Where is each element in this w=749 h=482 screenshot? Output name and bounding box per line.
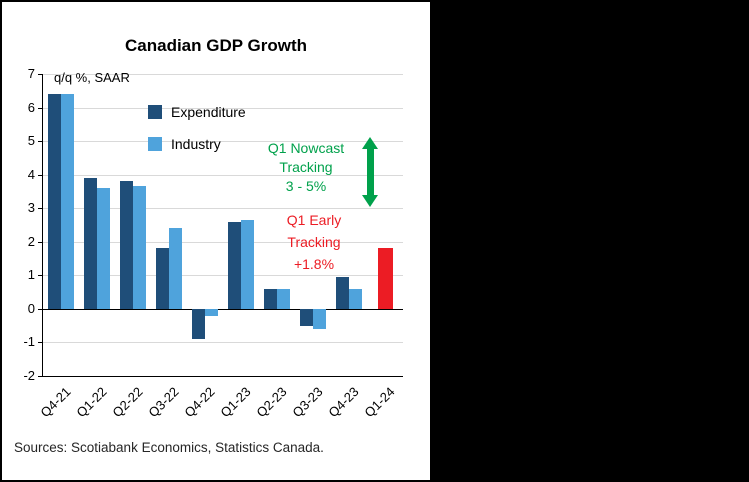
bar-expenditure-q4-22 <box>192 308 205 340</box>
zero-axis-line <box>43 308 403 311</box>
bar-industry-q2-23 <box>277 288 290 309</box>
y-tick-mark <box>38 141 43 143</box>
gridline <box>43 275 403 277</box>
gridline <box>43 107 403 109</box>
y-tick-mark <box>38 275 43 277</box>
early-tracking-annotation-line3: +1.8% <box>293 256 335 272</box>
bar-expenditure-q1-23 <box>228 221 241 309</box>
y-tick-label: 1 <box>27 267 35 283</box>
bar-industry-q2-22 <box>133 186 146 309</box>
arrow-up-head-icon <box>362 137 378 149</box>
bar-industry-q3-23 <box>313 308 326 329</box>
bar-expenditure-q1-22 <box>84 178 97 309</box>
bar-industry-q1-23 <box>241 219 254 309</box>
bar-expenditure-q4-21 <box>48 94 61 309</box>
gridline <box>43 208 403 210</box>
bar-expenditure-q2-23 <box>264 288 277 309</box>
gdp-chart-panel: Canadian GDP Growth q/q %, SAAR -2 -1 0 1 2 3… <box>0 0 432 482</box>
bar-industry-q3-22 <box>169 228 182 309</box>
y-tick-mark <box>38 74 43 75</box>
nowcast-range-arrow-icon <box>362 137 378 207</box>
bar-expenditure-q3-22 <box>156 248 169 309</box>
bar-expenditure-q3-23 <box>300 308 313 326</box>
bar-highlight-q1-24 <box>377 248 393 309</box>
bar-industry-q1-22 <box>97 188 110 309</box>
plot-area: -2 -1 0 1 2 3 4 5 6 7 Q4-21 Q1-22 Q2-22 Q3-22 Q4-22 Q1-… <box>23 66 403 420</box>
nowcast-annotation-line1: Q1 Nowcast <box>267 140 345 156</box>
gridline <box>43 342 403 344</box>
industry-color-swatch <box>148 137 162 151</box>
y-tick-mark <box>38 107 43 109</box>
nowcast-annotation: Q1 Nowcast Tracking 3 - 5% <box>252 139 360 196</box>
chart-legend: Expenditure Industry <box>148 104 246 168</box>
y-tick-label: -2 <box>23 368 35 383</box>
arrow-down-head-icon <box>362 195 378 207</box>
legend-item-industry: Industry <box>148 136 246 152</box>
y-tick-mark <box>38 208 43 210</box>
gridline <box>43 141 403 143</box>
y-tick-mark <box>38 342 43 344</box>
chart-title: Canadian GDP Growth <box>125 36 307 55</box>
y-tick-label: 5 <box>27 133 35 149</box>
bar-expenditure-q4-23 <box>336 277 349 309</box>
y-tick-mark <box>38 376 43 377</box>
y-tick-mark <box>38 308 43 310</box>
bar-industry-q4-23 <box>349 288 362 309</box>
early-tracking-annotation: Q1 Early Tracking +1.8% <box>260 209 368 275</box>
y-tick-label: 0 <box>27 300 35 316</box>
y-tick-mark <box>38 174 43 176</box>
y-tick-label: 4 <box>27 166 35 182</box>
y-tick-label: 6 <box>27 99 35 115</box>
legend-label-expenditure: Expenditure <box>171 104 246 120</box>
bar-expenditure-q2-22 <box>120 181 133 309</box>
legend-item-expenditure: Expenditure <box>148 104 246 120</box>
source-note: Sources: Scotiabank Economics, Statistic… <box>14 440 324 455</box>
axis-units-label: q/q %, SAAR <box>54 70 130 85</box>
early-tracking-annotation-line2: Tracking <box>287 234 341 250</box>
arrow-shaft <box>366 149 374 195</box>
expenditure-color-swatch <box>148 105 162 119</box>
y-tick-label: 3 <box>27 200 35 216</box>
early-tracking-annotation-line1: Q1 Early <box>286 212 342 228</box>
bar-industry-q4-22 <box>205 308 218 316</box>
y-tick-label: -1 <box>23 334 35 350</box>
gridline <box>43 174 403 176</box>
y-tick-mark <box>38 241 43 243</box>
nowcast-annotation-line3: 3 - 5% <box>285 178 327 194</box>
legend-label-industry: Industry <box>171 136 221 152</box>
gridline <box>43 241 403 243</box>
y-tick-label: 7 <box>27 66 35 81</box>
gridline <box>43 74 403 75</box>
nowcast-annotation-line2: Tracking <box>279 159 333 175</box>
y-tick-label: 2 <box>27 233 35 249</box>
bar-industry-q4-21 <box>61 94 74 309</box>
